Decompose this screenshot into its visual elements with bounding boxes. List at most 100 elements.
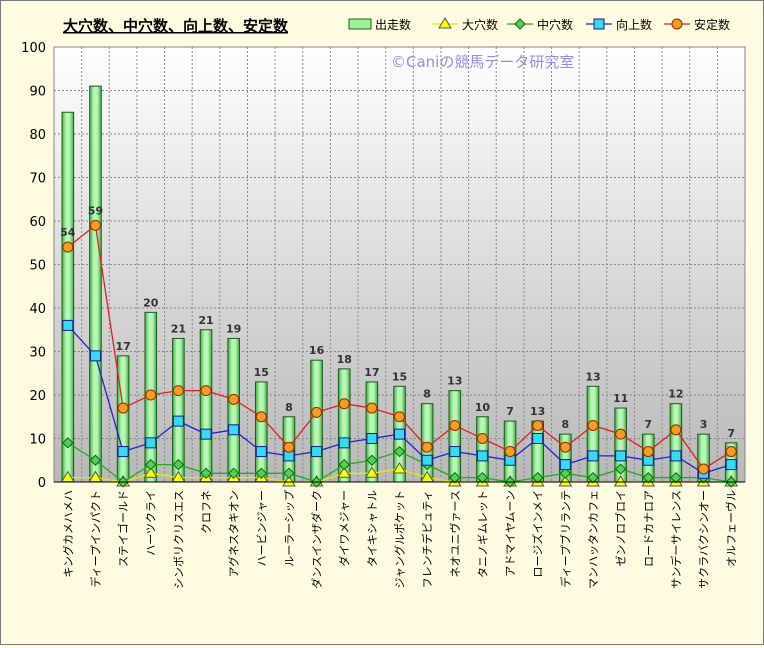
marker-circle [615,428,627,440]
x-tick-label: ステイゴールド [116,490,130,567]
marker-circle [255,411,267,423]
marker-circle [698,463,710,475]
legend-label: 向上数 [616,17,652,32]
marker-diamond [255,467,268,480]
marker-diamond [393,445,406,458]
marker-square [421,454,433,466]
data-label: 54 [60,226,76,239]
marker-triangle [392,461,407,474]
marker-circle [449,419,461,431]
y-tick-label: 80 [29,128,46,143]
marker-square [200,428,212,440]
data-label: 3 [700,418,708,431]
marker-diamond [559,467,572,480]
x-tick-label: フレンチデピュティ [420,490,434,588]
y-tick-label: 30 [29,346,46,361]
data-label: 7 [727,427,735,440]
marker-square [366,433,378,444]
marker-circle [504,446,516,458]
marker-square [62,319,74,331]
marker-square [476,450,488,462]
marker-circle [311,406,323,418]
data-label: 11 [613,392,628,405]
marker-circle [366,402,378,414]
y-tick-label: 100 [21,41,46,56]
marker-square [338,437,350,449]
data-label: 13 [447,375,462,388]
legend: 出走数 大穴数 中穴数 向上数 安定数 [348,17,730,32]
data-label: 15 [392,370,407,383]
marker-square [145,437,157,449]
data-label: 8 [423,388,431,401]
marker-circle [200,385,212,397]
marker-square [593,18,605,30]
marker-triangle [438,17,452,29]
marker-diamond [587,471,599,484]
marker-diamond [338,458,350,471]
x-tick-label: ロージズインメイ [531,490,545,577]
bar [116,355,130,483]
marker-square [559,459,571,471]
x-tick-label: ハービンジャー [255,490,268,566]
marker-triangle [337,466,352,478]
data-labels-layer: 54 59 17 20 21 21 19 15 8 16 18 17 15 8 13 10 7 13 8 13 11 7 1… [60,204,735,440]
marker-circle [394,411,405,423]
bar [89,85,102,483]
x-tick-label: クロフネ [200,490,213,534]
data-label: 8 [285,401,293,414]
y-tick-label: 40 [29,302,46,317]
marker-square [394,428,405,440]
x-tick-label: アドマイヤムーン [504,490,517,577]
bar [254,381,268,483]
bar [586,385,600,483]
marker-circle [587,419,599,431]
x-tick-label: ディープブリランテ [558,490,572,588]
marker-diamond [89,454,102,466]
marker-diamond [476,471,489,484]
marker-diamond [670,471,682,484]
legend-label: 中穴数 [537,17,573,32]
x-tick-label: ルーラーシップ [283,490,296,567]
marker-diamond [62,437,74,449]
data-label: 7 [644,418,652,431]
x-tick-label: キングカメハメハ [61,490,75,578]
x-tick-label: ジャングルポケット [393,490,407,588]
data-label: 18 [337,353,352,366]
marker-circle [421,441,433,453]
bar [61,111,75,483]
marker-triangle [613,475,628,487]
marker-circle [559,441,571,453]
bar [448,390,462,483]
legend-swatch [348,18,372,30]
marker-triangle [364,466,379,478]
marker-diamond [531,471,544,484]
x-axis: キングカメハメハ ディープインパクト ステイゴールド ハーツクライ シンボリクリスエス ク… [54,481,745,589]
marker-circle [228,393,240,405]
marker-diamond [200,467,212,480]
marker-square [615,450,627,462]
markers-layer [60,219,739,488]
bar [310,359,323,483]
x-tick-label: ディープインパクト [88,490,102,588]
data-label: 8 [562,418,570,431]
legend-label: 出走数 [375,17,411,32]
marker-diamond [283,467,295,480]
marker-diamond [145,458,157,471]
data-label: 20 [143,296,159,309]
marker-circle [642,446,654,458]
marker-circle [283,441,295,453]
x-tick-label: ゼンノロブロイ [614,490,628,566]
data-label: 10 [475,401,491,414]
marker-square [172,415,184,427]
marker-square [255,446,267,458]
x-tick-label: アグネスタキオン [227,490,241,577]
x-tick-label: ダンスインザダーク [310,490,324,589]
marker-circle [338,398,350,410]
x-tick-label: タイキシャトル [366,490,379,567]
marker-square [117,446,129,458]
legend-label: 大穴数 [462,17,498,32]
marker-circle [117,402,129,414]
data-label: 17 [115,340,130,353]
